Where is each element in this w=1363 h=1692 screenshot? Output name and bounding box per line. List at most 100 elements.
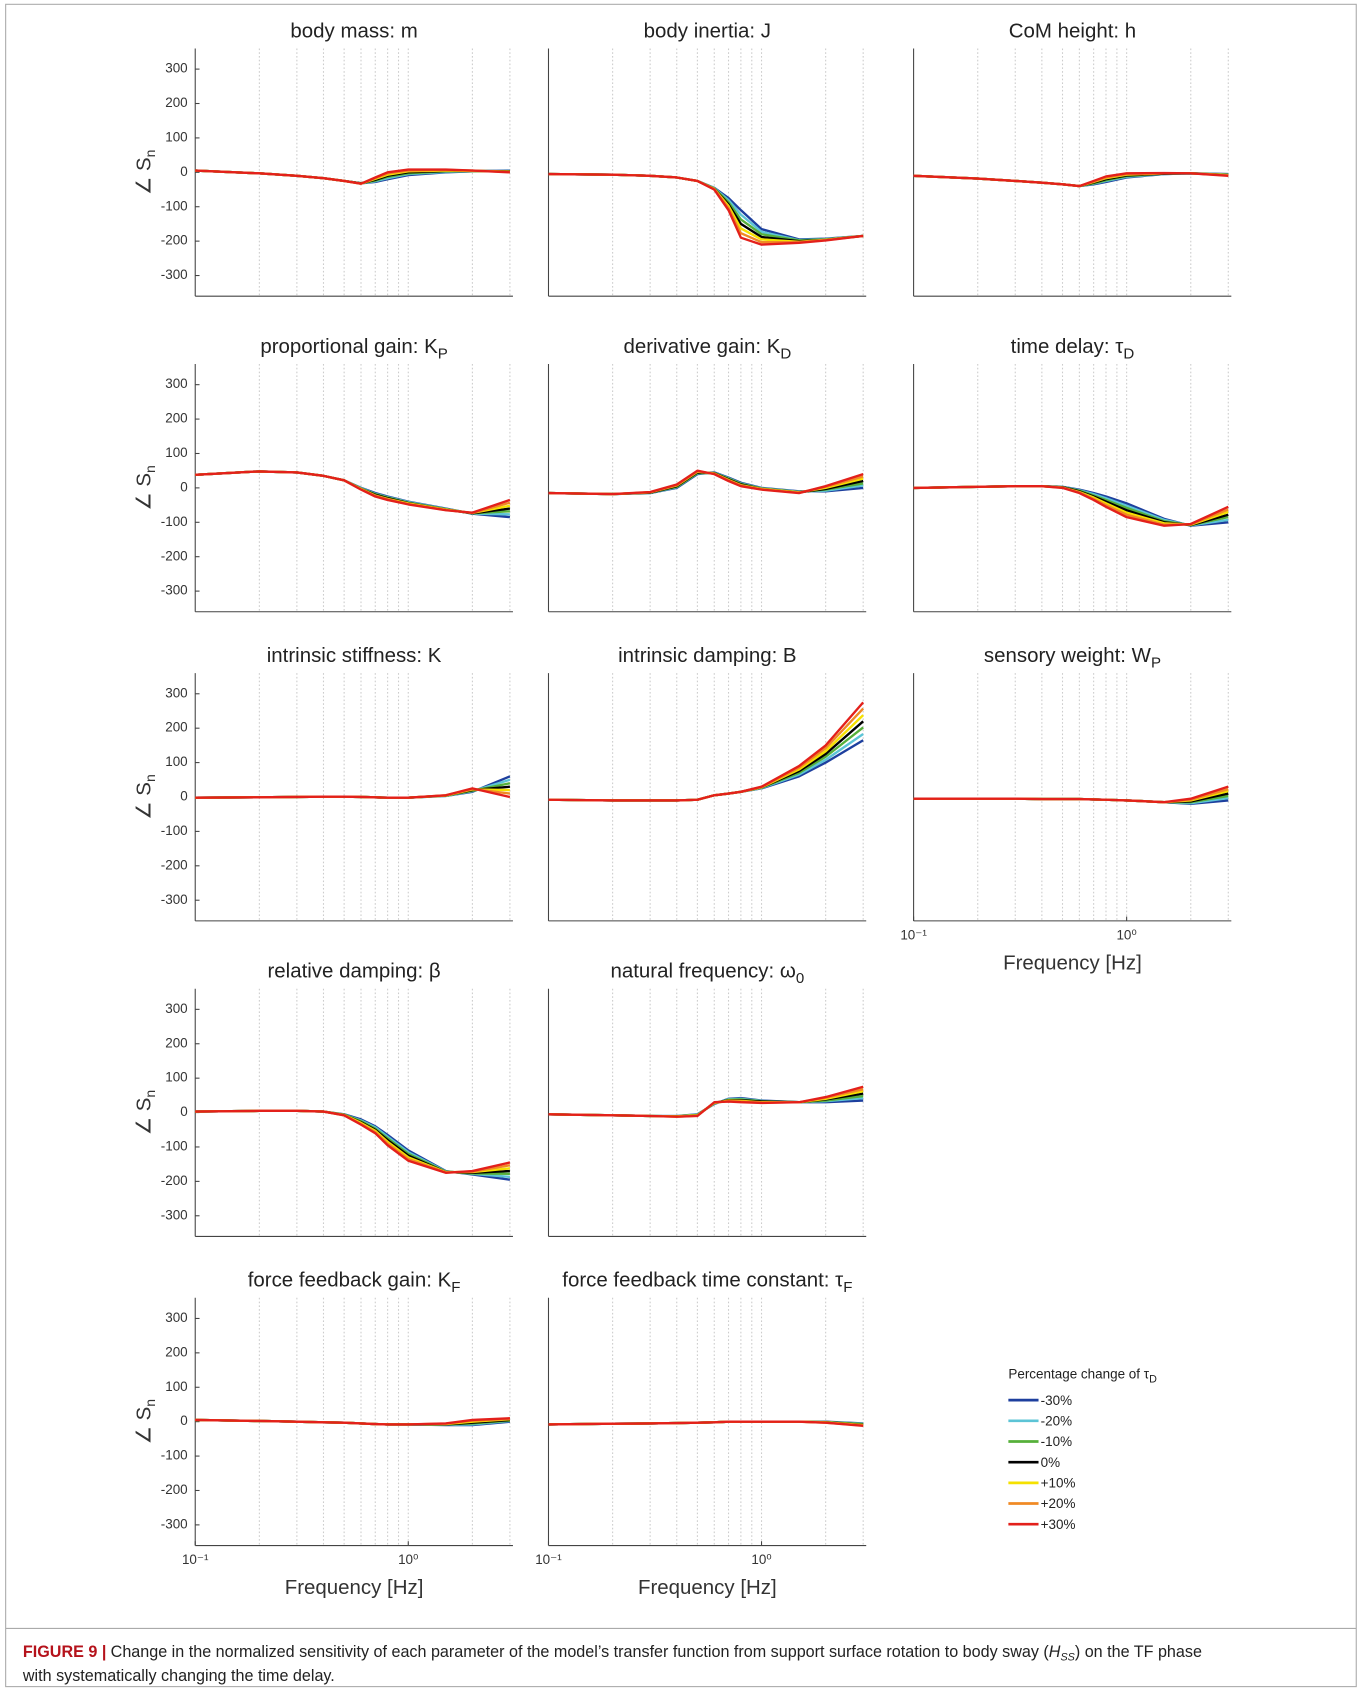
y-tick-label: 100: [165, 1070, 187, 1085]
panel-title: derivative gain: KD: [623, 335, 791, 362]
series-line: [548, 1092, 864, 1118]
panel-title-main: body mass: m: [290, 20, 417, 43]
panel-title: relative damping: β: [267, 960, 440, 983]
caption-line: with systematically changing the time de…: [22, 1667, 335, 1685]
y-tick-label: -100: [161, 198, 188, 213]
series-line: [913, 484, 1229, 527]
y-axis-label-main: ∠ S: [133, 782, 156, 820]
x-axis-label: Frequency [Hz]: [1003, 951, 1142, 974]
panel-title-sub: P: [1151, 654, 1161, 671]
y-axis-label: ∠ Sn: [133, 1090, 158, 1135]
y-tick-label: -200: [161, 1173, 188, 1188]
series-line: [913, 484, 1229, 527]
legend-label: -30%: [1041, 1393, 1072, 1408]
panel-title: intrinsic stiffness: K: [267, 644, 442, 667]
panel-title-sub: P: [438, 345, 448, 362]
y-tick-label: 100: [165, 445, 187, 460]
series-line: [548, 1420, 864, 1427]
y-axis-label-sub: n: [142, 774, 158, 782]
series-line: [195, 775, 511, 799]
series-line: [548, 471, 864, 496]
series-line: [548, 1090, 864, 1118]
panel-title: body inertia: J: [644, 20, 771, 43]
series-line: [913, 484, 1229, 527]
panel-title-sub: D: [780, 345, 791, 362]
y-tick-label: 0: [180, 1104, 187, 1119]
panel-title: natural frequency: ω0: [610, 960, 804, 987]
caption-text: ) on the TF phase: [1075, 1643, 1202, 1661]
y-tick-label: 300: [165, 685, 187, 700]
y-axis-label-main: ∠ S: [133, 157, 156, 195]
y-tick-label: -300: [161, 1516, 188, 1531]
panel-title-sub: 0: [796, 970, 804, 987]
legend-label: +30%: [1041, 1517, 1076, 1532]
y-tick-label: 200: [165, 1344, 187, 1359]
series-line: [195, 1417, 510, 1426]
y-tick-label: 200: [165, 411, 187, 426]
series-line: [195, 787, 511, 799]
y-tick-label: 200: [165, 95, 187, 110]
y-tick-label: -300: [161, 892, 188, 907]
y-tick-label: -100: [161, 823, 188, 838]
x-tick-label: 10⁰: [398, 1552, 418, 1567]
legend-label: +10%: [1041, 1475, 1076, 1490]
series-line: [913, 484, 1229, 526]
x-tick-label: 10⁻¹: [182, 1552, 209, 1567]
series-line: [195, 470, 510, 515]
y-axis-label: ∠ Sn: [133, 150, 158, 195]
panel-title-main: force feedback gain: K: [248, 1269, 452, 1292]
series-line: [548, 726, 864, 802]
y-tick-label: 300: [165, 1001, 187, 1016]
y-axis-label: ∠ Sn: [133, 1399, 158, 1444]
series-line: [195, 470, 511, 514]
panel-title-main: proportional gain: K: [260, 335, 438, 358]
y-axis-label-main: ∠ S: [133, 1407, 156, 1445]
series-line: [195, 470, 510, 516]
panel-title-main: time delay: τ: [1011, 335, 1124, 358]
y-tick-label: -200: [161, 233, 188, 248]
y-tick-label: -200: [161, 548, 188, 563]
series-line: [195, 470, 511, 519]
caption-symbol-sub: SS: [1060, 1651, 1075, 1663]
panel-title: CoM height: h: [1009, 20, 1136, 43]
series-line: [913, 484, 1229, 527]
series-line: [548, 714, 864, 802]
panel-title: sensory weight: WP: [984, 644, 1161, 671]
panel-title: time delay: τD: [1011, 335, 1135, 362]
panel-title-main: intrinsic damping: B: [618, 644, 796, 667]
x-tick-label: 10⁻¹: [900, 927, 927, 942]
caption-label: FIGURE 9 |: [23, 1643, 106, 1661]
series-line: [913, 171, 1229, 188]
legend-label: 0%: [1041, 1455, 1060, 1470]
series-line: [195, 1109, 511, 1174]
x-tick-label: 10⁰: [1116, 927, 1136, 942]
y-tick-label: 300: [165, 1310, 187, 1325]
y-tick-label: -100: [161, 1139, 188, 1154]
y-axis-label-sub: n: [142, 1090, 158, 1098]
caption-line: FIGURE 9 | Change in the normalized sensi…: [23, 1643, 1202, 1663]
panel-title-sub: F: [843, 1279, 852, 1296]
y-axis-label-sub: n: [142, 150, 158, 158]
x-axis-label: Frequency [Hz]: [638, 1576, 777, 1599]
panel-title: intrinsic damping: B: [618, 644, 796, 667]
panel-title: body mass: m: [290, 20, 417, 43]
series-line: [195, 168, 510, 185]
panel-title: force feedback gain: KF: [248, 1269, 461, 1296]
series-line: [548, 172, 864, 246]
legend-title: Percentage change of τD: [1008, 1366, 1157, 1386]
x-axis-label: Frequency [Hz]: [285, 1576, 424, 1599]
panel-title-main: body inertia: J: [644, 20, 771, 43]
legend-label: +20%: [1041, 1496, 1076, 1511]
y-tick-label: 300: [165, 61, 187, 76]
y-axis-label-sub: n: [142, 1399, 158, 1407]
series-line: [548, 701, 865, 802]
panel-title-main: sensory weight: W: [984, 644, 1152, 667]
y-tick-label: -100: [161, 514, 188, 529]
x-tick-label: 10⁻¹: [535, 1552, 562, 1567]
series-line: [913, 484, 1229, 526]
panel-title-main: derivative gain: K: [623, 335, 780, 358]
y-tick-label: -200: [161, 1482, 188, 1497]
y-tick-label: 0: [180, 479, 187, 494]
series-line: [195, 470, 511, 515]
panel-title: proportional gain: KP: [260, 335, 447, 362]
